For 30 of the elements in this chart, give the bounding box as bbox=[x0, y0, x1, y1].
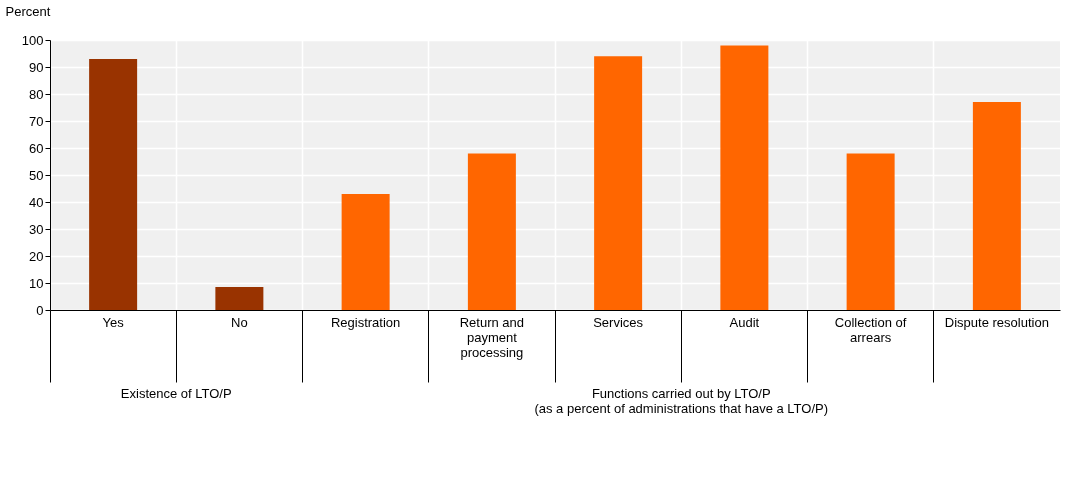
y-tick-label: 40 bbox=[29, 194, 44, 210]
y-tick-label: 10 bbox=[29, 275, 44, 291]
x-tick-label: Dispute resolution bbox=[944, 314, 1049, 330]
x-tick-label: No bbox=[231, 314, 248, 330]
y-tick-label: 30 bbox=[29, 221, 44, 237]
y-tick-label: 80 bbox=[29, 86, 44, 102]
bar bbox=[846, 153, 895, 310]
text: Existence of LTO/P bbox=[120, 386, 232, 401]
bar bbox=[972, 102, 1021, 310]
bar bbox=[341, 193, 390, 310]
bar bbox=[89, 58, 138, 310]
x-tick-label: Services bbox=[593, 314, 644, 330]
text: Functions carried out by LTO/P (as a percent of administrations that have a LTO/P) bbox=[534, 386, 829, 416]
y-tick-label: 60 bbox=[29, 140, 44, 156]
x-tick-label: Audit bbox=[729, 314, 760, 330]
x-tick-label: Registration bbox=[330, 314, 401, 330]
x-tick-label: Return and payment processing bbox=[459, 314, 525, 360]
y-tick-label: 20 bbox=[29, 248, 44, 264]
x-tick-label: Yes bbox=[102, 314, 125, 330]
bar bbox=[467, 153, 516, 310]
bar bbox=[720, 45, 769, 310]
bar bbox=[215, 287, 264, 310]
y-tick-label: 0 bbox=[36, 302, 44, 318]
y-tick-label: 90 bbox=[29, 59, 44, 75]
y-axis-title: Percent bbox=[5, 3, 51, 19]
x-tick-label: Collection of arrears bbox=[834, 314, 907, 345]
bar bbox=[594, 56, 643, 310]
y-tick-label: 50 bbox=[29, 167, 44, 183]
y-tick-label: 100 bbox=[21, 32, 44, 48]
y-tick-label: 70 bbox=[29, 113, 44, 129]
